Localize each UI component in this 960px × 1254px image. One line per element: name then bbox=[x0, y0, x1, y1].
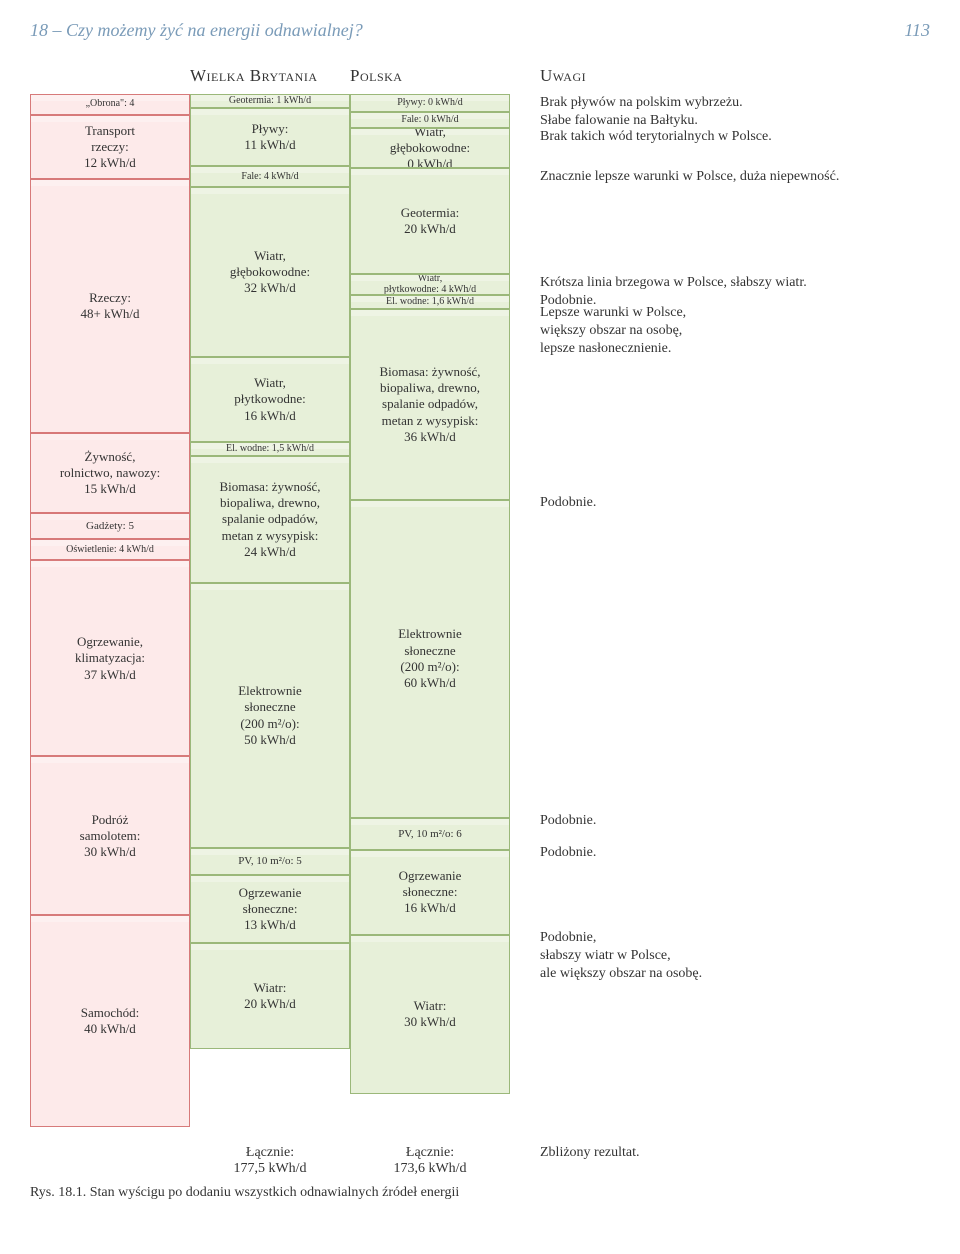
totals-row: Łącznie: 177,5 kWh/d Łącznie: 173,6 kWh/… bbox=[30, 1145, 930, 1177]
consumption-stack: „Obrona": 4Transportrzeczy:12 kWh/dRzecz… bbox=[30, 94, 190, 1127]
note: Podobnie. bbox=[540, 494, 930, 812]
block-geothermal: Geotermia:20 kWh/d bbox=[350, 168, 510, 274]
col-header-notes: Uwagi bbox=[510, 66, 586, 86]
block-transport: Transportrzeczy:12 kWh/d bbox=[30, 115, 190, 179]
stacks-row: „Obrona": 4Transportrzeczy:12 kWh/dRzecz… bbox=[30, 94, 930, 1127]
col-header-uk: Wielka Brytania bbox=[190, 66, 350, 86]
pl-total-value: 173,6 kWh/d bbox=[350, 1161, 510, 1177]
block-hydro: El. wodne: 1,6 kWh/d bbox=[350, 295, 510, 309]
block-heating: Ogrzewanie,klimatyzacja:37 kWh/d bbox=[30, 560, 190, 756]
uk-stack: Geotermia: 1 kWh/dPływy:11 kWh/dFale: 4 … bbox=[190, 94, 350, 1049]
uk-total: Łącznie: 177,5 kWh/d bbox=[190, 1145, 350, 1177]
note: Brak takich wód terytorialnych w Polsce. bbox=[540, 128, 930, 168]
block-wind: Wiatr:20 kWh/d bbox=[190, 943, 350, 1049]
block-pv-farm: Elektrowniesłoneczne(200 m²/o):60 kWh/d bbox=[350, 500, 510, 818]
block-biomass: Biomasa: żywność,biopaliwa, drewno,spala… bbox=[350, 309, 510, 500]
note: Krótsza linia brzegowa w Polsce, słabszy… bbox=[540, 274, 930, 304]
total-note: Zbliżony rezultat. bbox=[510, 1145, 930, 1177]
block-deep-wind: Wiatr,głębokowodne:0 kWh/d bbox=[350, 128, 510, 168]
block-biomass: Biomasa: żywność,biopaliwa, drewno,spala… bbox=[190, 456, 350, 583]
note: Brak pływów na polskim wybrzeżu. bbox=[540, 94, 930, 112]
block-deep-wind: Wiatr,głębokowodne:32 kWh/d bbox=[190, 187, 350, 357]
block-shallow-wind: Wiatr,płytkowodne: 4 kWh/d bbox=[350, 274, 510, 295]
block-tide: Pływy:11 kWh/d bbox=[190, 108, 350, 166]
block-tide: Pływy: 0 kWh/d bbox=[350, 94, 510, 112]
block-shallow-wind: Wiatr,płytkowodne:16 kWh/d bbox=[190, 357, 350, 442]
block-wave: Fale: 0 kWh/d bbox=[350, 112, 510, 128]
chapter-title: 18 – Czy możemy żyć na energii odnawialn… bbox=[30, 20, 363, 41]
block-geothermal: Geotermia: 1 kWh/d bbox=[190, 94, 350, 108]
page-number: 113 bbox=[904, 20, 930, 41]
block-jet: Podróżsamolotem:30 kWh/d bbox=[30, 756, 190, 915]
block-light: Oświetlenie: 4 kWh/d bbox=[30, 539, 190, 560]
block-solar-heat: Ogrzewaniesłoneczne:13 kWh/d bbox=[190, 875, 350, 944]
note: Podobnie. bbox=[540, 844, 930, 929]
pl-stack: Pływy: 0 kWh/dFale: 0 kWh/dWiatr,głęboko… bbox=[350, 94, 510, 1094]
pl-total: Łącznie: 173,6 kWh/d bbox=[350, 1145, 510, 1177]
note: Znacznie lepsze warunki w Polsce, duża n… bbox=[540, 168, 930, 274]
block-wind: Wiatr:30 kWh/d bbox=[350, 935, 510, 1094]
block-pv-roof: PV, 10 m²/o: 5 bbox=[190, 848, 350, 875]
note: Podobnie. bbox=[540, 812, 930, 844]
uk-total-value: 177,5 kWh/d bbox=[190, 1161, 350, 1177]
block-wave: Fale: 4 kWh/d bbox=[190, 166, 350, 187]
uk-total-label: Łącznie: bbox=[190, 1145, 350, 1161]
column-headers: Wielka Brytania Polska Uwagi bbox=[30, 66, 930, 86]
notes-column: Brak pływów na polskim wybrzeżu.Słabe fa… bbox=[510, 94, 930, 1088]
block-food: Żywność,rolnictwo, nawozy:15 kWh/d bbox=[30, 433, 190, 513]
block-hydro: El. wodne: 1,5 kWh/d bbox=[190, 442, 350, 456]
block-car: Samochód:40 kWh/d bbox=[30, 915, 190, 1127]
page-header: 18 – Czy możemy żyć na energii odnawialn… bbox=[30, 20, 930, 41]
col-header-pl: Polska bbox=[350, 66, 510, 86]
block-defence: „Obrona": 4 bbox=[30, 94, 190, 115]
figure-caption: Rys. 18.1. Stan wyścigu po dodaniu wszys… bbox=[30, 1185, 930, 1201]
block-stuff: Rzeczy:48+ kWh/d bbox=[30, 179, 190, 433]
block-gadgets: Gadżety: 5 bbox=[30, 513, 190, 540]
note: Słabe falowanie na Bałtyku. bbox=[540, 112, 930, 128]
block-pv-farm: Elektrowniesłoneczne(200 m²/o):50 kWh/d bbox=[190, 583, 350, 848]
block-solar-heat: Ogrzewaniesłoneczne:16 kWh/d bbox=[350, 850, 510, 935]
note: Podobnie,słabszy wiatr w Polsce,ale więk… bbox=[540, 929, 930, 1088]
note: Lepsze warunki w Polsce,większy obszar n… bbox=[540, 304, 930, 494]
pl-total-label: Łącznie: bbox=[350, 1145, 510, 1161]
block-pv-roof: PV, 10 m²/o: 6 bbox=[350, 818, 510, 850]
